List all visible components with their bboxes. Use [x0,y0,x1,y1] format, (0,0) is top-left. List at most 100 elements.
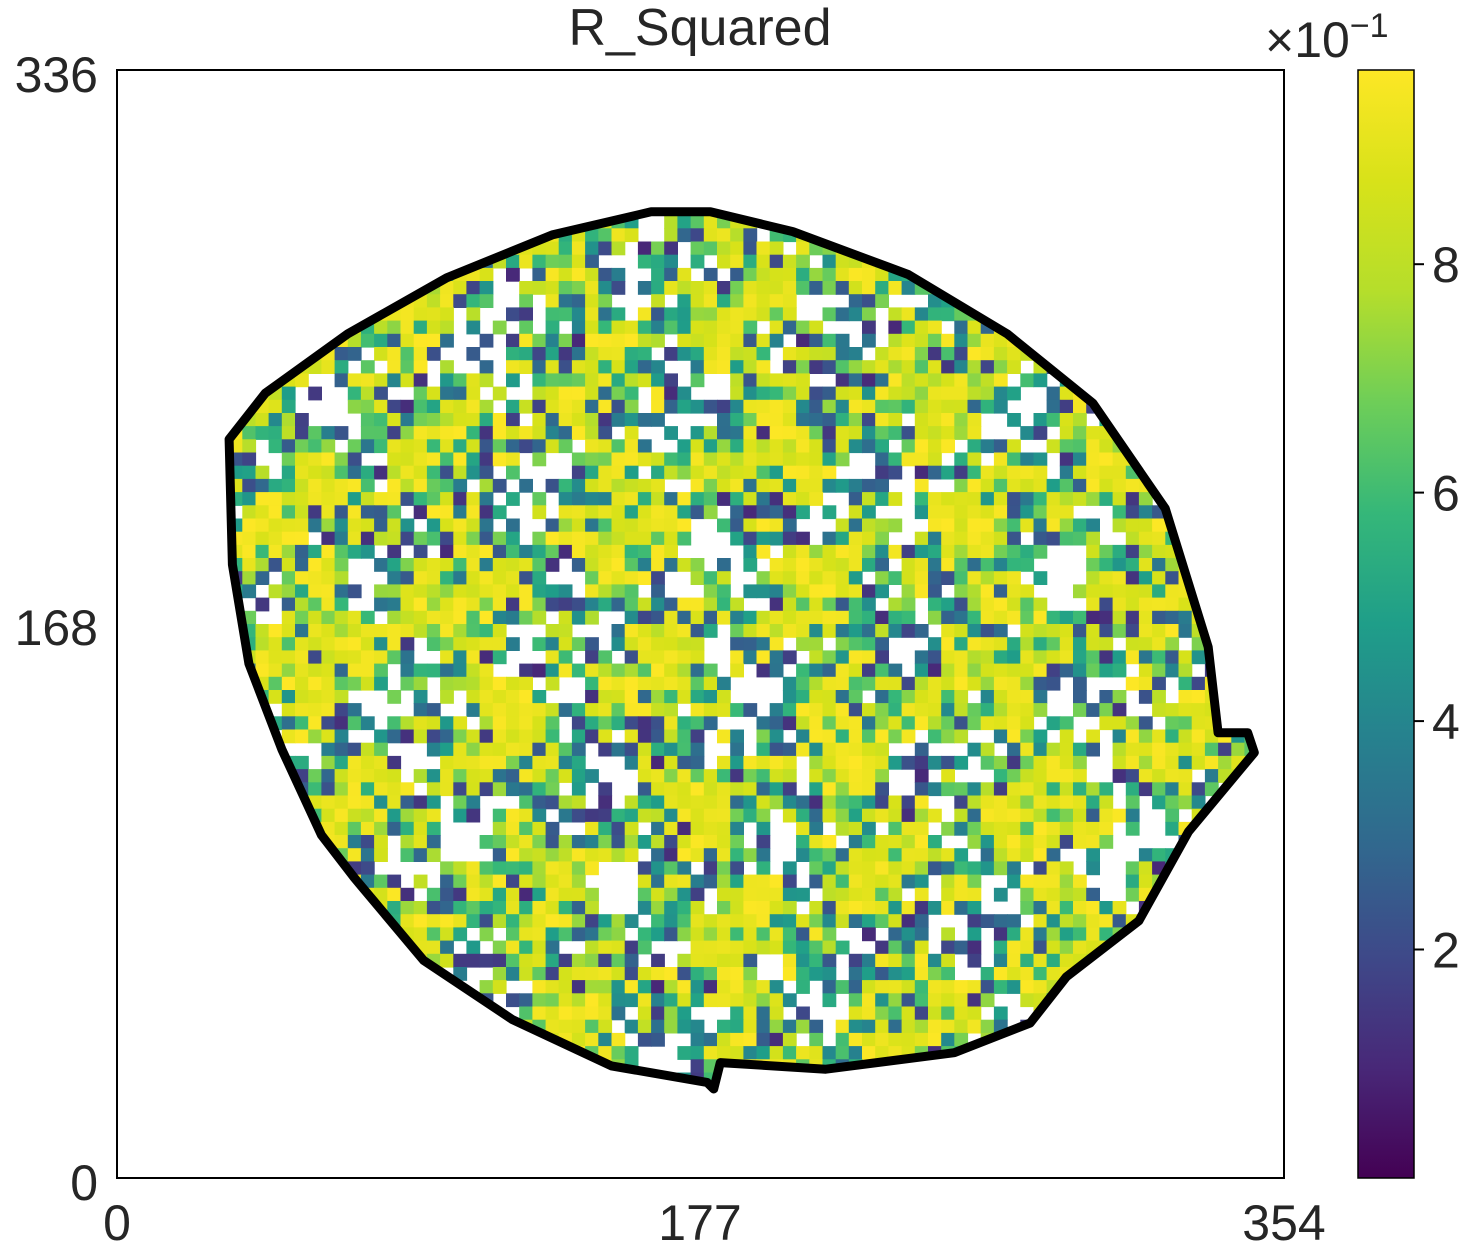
heatmap-cell [651,901,665,915]
heatmap-cell [466,347,481,361]
heatmap-cell [888,716,903,731]
heatmap-cell [558,914,573,928]
heatmap-cell [888,887,903,902]
heatmap-cell [1218,821,1232,836]
heatmap-cell [1178,1085,1193,1090]
heatmap-cell [1258,439,1272,453]
heatmap-cell [347,663,362,678]
heatmap-cell [993,597,1008,612]
heatmap-cell [585,887,599,902]
heatmap-cell [769,716,784,731]
heatmap-cell [242,558,257,572]
heatmap-cell [229,821,230,836]
heatmap-cell [1191,254,1206,269]
heatmap-cell [1244,874,1255,889]
heatmap-cell [1020,967,1035,981]
heatmap-cell [967,439,982,454]
heatmap-cell [281,211,296,216]
heatmap-cell [875,281,889,295]
heatmap-cell [242,544,257,559]
heatmap-cell [1165,993,1180,1008]
heatmap-cell [993,927,1008,942]
heatmap-cell [242,492,257,506]
heatmap-cell [954,1019,969,1034]
heatmap-cell [1125,333,1140,348]
heatmap-cell [1073,413,1087,427]
heatmap-cell [347,914,362,928]
heatmap-cell [703,676,718,691]
heatmap-cell [1073,835,1087,849]
heatmap-cell [571,281,586,295]
heatmap-cell [928,901,942,915]
heatmap-cell [637,320,652,335]
heatmap-cell [862,769,876,783]
heatmap-cell [730,360,744,374]
heatmap-cell [730,769,744,783]
heatmap-cell [440,478,454,493]
heatmap-cell [598,452,613,467]
heatmap-cell [690,901,705,915]
heatmap-cell [967,347,982,361]
heatmap-cell [585,241,599,256]
heatmap-cell [334,914,349,928]
heatmap-cell [954,505,969,520]
heatmap-cell [308,584,322,599]
heatmap-cell [888,1019,903,1034]
heatmap-cell [1125,571,1140,585]
heatmap-cell [413,478,428,493]
heatmap-cell [690,914,705,928]
heatmap-cell [822,347,837,361]
heatmap-cell [321,769,336,783]
heatmap-cell [1073,211,1087,216]
heatmap-cell [426,808,441,823]
heatmap-cell [571,927,586,942]
heatmap-cell [875,967,889,981]
heatmap-cell [1033,980,1048,994]
heatmap-cell [730,755,744,770]
heatmap-cell [1204,1072,1219,1087]
heatmap-cell [440,1059,454,1074]
heatmap-cell [888,320,903,335]
heatmap-cell [1112,914,1127,928]
heatmap-cell [730,703,744,717]
heatmap-cell [532,610,547,625]
heatmap-cell [347,769,362,783]
heatmap-cell [756,373,771,388]
heatmap-cell [229,373,243,388]
heatmap-cell [967,360,982,374]
heatmap-cell [571,211,586,216]
heatmap-cell [993,399,1008,414]
heatmap-cell [822,531,837,546]
heatmap-cell [519,281,533,295]
heatmap-cell [281,413,296,427]
heatmap-cell [730,742,744,757]
heatmap-cell [295,650,309,665]
heatmap-cell [782,967,797,981]
heatmap-cell [1258,848,1272,862]
heatmap-cell [928,690,942,704]
heatmap-cell [321,927,336,942]
heatmap-cell [1138,426,1153,440]
heatmap-cell [558,967,573,981]
heatmap-cell [835,650,850,665]
heatmap-cell [466,795,481,810]
heatmap-cell [492,558,507,572]
heatmap-cell [993,452,1008,467]
heatmap-cell [1007,808,1021,823]
heatmap-cell [1020,887,1035,902]
heatmap-cell [334,637,349,651]
heatmap-cell [980,980,995,994]
heatmap-cell [703,769,718,783]
heatmap-cell [229,1019,243,1034]
heatmap-cell [308,782,322,797]
heatmap-cell [558,953,573,968]
heatmap-cell [242,887,257,902]
heatmap-cell [532,571,547,585]
heatmap-cell [268,558,283,572]
heatmap-cell [611,478,626,493]
heatmap-cell [229,399,230,414]
heatmap-cell [717,703,731,717]
heatmap-cell [1033,373,1048,388]
heatmap-cell [1152,465,1166,480]
